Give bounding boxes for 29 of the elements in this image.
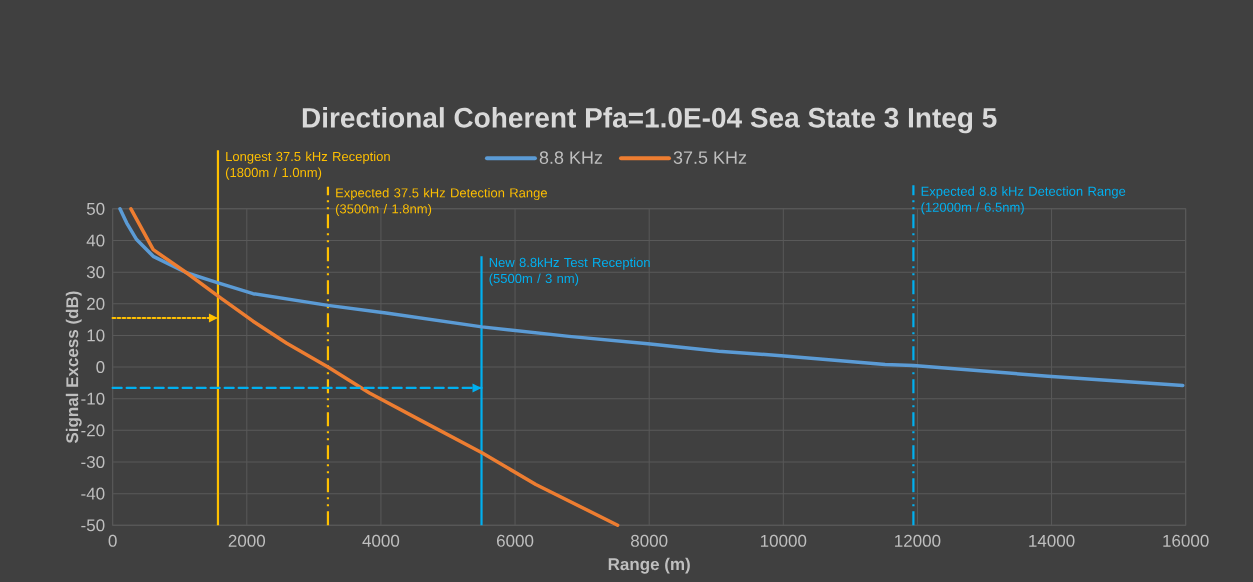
y-tick-label: -50: [81, 519, 105, 532]
legend-label: 8.8 KHz: [539, 151, 603, 164]
x-tick-label: 10000: [760, 534, 807, 547]
y-tick-label: 20: [87, 297, 105, 310]
legend-label: 37.5 KHz: [673, 151, 747, 164]
x-tick-label: 16000: [1163, 534, 1209, 547]
y-axis-title: Signal Excess (dB): [65, 291, 82, 444]
chart-title: Directional Coherent Pfa=1.0E-04 Sea State 3 Integ 5: [302, 107, 997, 134]
x-tick-label: 14000: [1029, 534, 1075, 547]
x-tick-label: 4000: [362, 534, 400, 547]
x-tick-label: 6000: [497, 534, 534, 547]
x-tick-label: 0: [108, 534, 117, 547]
x-axis-title: Range (m): [608, 557, 690, 574]
x-tick-label: 8000: [631, 534, 668, 547]
x-tick-label: 2000: [228, 534, 266, 547]
y-tick-label: -30: [81, 455, 105, 469]
ref-line-label: Expected 8.8 kHz Detection Range (12000m / 6.5nm): [921, 186, 1126, 215]
ref-line-label: New 8.8kHz Test Reception (5500m / 3 nm): [489, 257, 650, 286]
ref-line-label: Expected 37.5 kHz Detection Range (3500m / 1.8nm): [335, 187, 547, 217]
x-tick-label: 12000: [895, 534, 941, 547]
y-tick-label: 0: [96, 361, 105, 374]
y-tick-label: 40: [86, 234, 105, 247]
y-tick-label: -10: [81, 392, 105, 405]
y-tick-label: -40: [81, 487, 105, 500]
y-tick-label: 10: [87, 329, 105, 342]
y-tick-label: 30: [86, 266, 105, 279]
y-tick-label: 50: [86, 202, 105, 215]
ref-line-label: Longest 37.5 kHz Reception (1800m / 1.0nm): [225, 151, 390, 180]
y-tick-label: -20: [81, 424, 105, 437]
